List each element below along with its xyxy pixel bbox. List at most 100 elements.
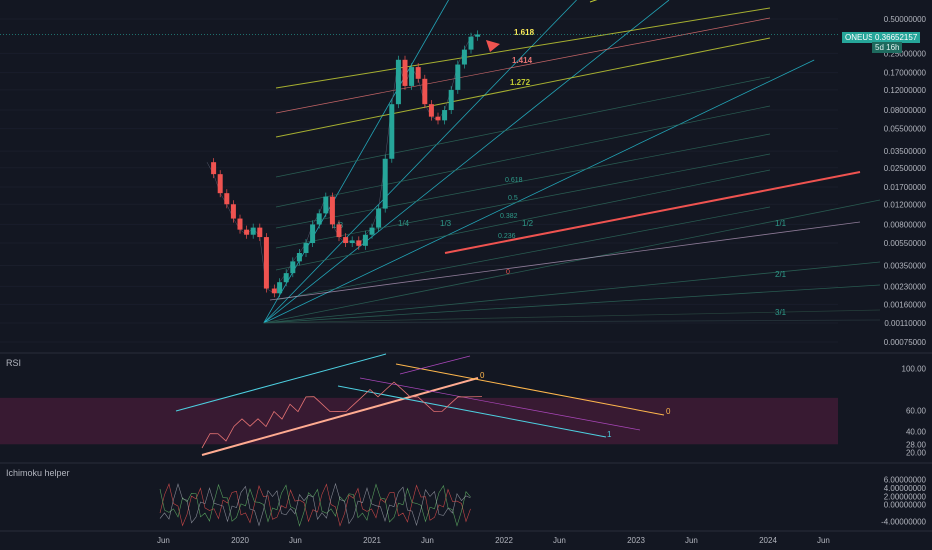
- rsi-band: [0, 397, 838, 445]
- fib-extension-label: 1.272: [510, 78, 531, 87]
- y-tick-label: 0.00550000: [884, 239, 927, 248]
- rsi-trendline: [359, 377, 641, 431]
- y-tick-label: 0.02500000: [884, 164, 927, 173]
- x-tick-label: 2020: [231, 536, 249, 545]
- candle-body: [343, 237, 349, 244]
- candle-body: [349, 240, 355, 244]
- gann-fan-line: [263, 0, 449, 324]
- ichimoku-tick-label: -4.00000000: [881, 518, 926, 527]
- ichimoku-tick-label: 4.00000000: [884, 484, 927, 493]
- x-tick-label: 2024: [759, 536, 777, 545]
- channel-line: [275, 7, 771, 89]
- channel-line: [275, 153, 771, 249]
- y-tick-label: 0.05500000: [884, 125, 927, 134]
- y-tick-label: 0.01200000: [884, 200, 927, 209]
- gann-fan-label: 3/1: [775, 308, 787, 317]
- rsi-tick-label: 28.00: [906, 440, 927, 449]
- y-tick-label: 0.00110000: [884, 319, 926, 328]
- y-tick-label: 0.25000000: [884, 49, 927, 58]
- y-tick-label: 0.03500000: [884, 147, 927, 156]
- candle-body: [336, 224, 342, 238]
- gann-fan-line: [263, 199, 881, 324]
- fib-retracement-label: 0.618: [505, 177, 523, 184]
- candle-body: [475, 34, 481, 37]
- symbol-badge: ONEUSD: [842, 32, 883, 43]
- x-tick-label: 2021: [363, 536, 381, 545]
- candle-body: [455, 64, 461, 90]
- candle-body: [409, 67, 415, 86]
- candle-body: [230, 204, 236, 219]
- candle-body: [422, 78, 428, 105]
- gann-fan-label: 1/1: [775, 219, 787, 228]
- candle-body: [376, 208, 382, 228]
- candle-body: [277, 282, 283, 294]
- y-tick-label: 0.00075000: [884, 338, 927, 347]
- candle-body: [362, 234, 368, 246]
- x-tick-label: Jun: [289, 536, 302, 545]
- candle-body: [283, 273, 289, 283]
- candle-body: [468, 36, 474, 50]
- ichimoku-tick-label: 0.00000000: [884, 501, 927, 510]
- y-tick-label: 0.00230000: [884, 282, 927, 291]
- rsi-trendline-label: 0: [480, 371, 485, 380]
- rsi-trendline-label: 0: [666, 407, 671, 416]
- rocket-marker: [486, 40, 500, 52]
- x-tick-label: 2022: [495, 536, 513, 545]
- candle-body: [461, 49, 467, 65]
- candle-body: [402, 59, 408, 86]
- gann-fan-label: 1/3: [440, 219, 452, 228]
- rsi-tick-label: 20.00: [906, 449, 927, 458]
- rsi-trendline: [399, 355, 471, 375]
- fib-retracement-label: 0.5: [508, 195, 518, 202]
- candle-body: [250, 227, 256, 235]
- x-tick-label: 2023: [627, 536, 645, 545]
- channel-line: [589, 0, 598, 3]
- gann-fan-line: [263, 284, 881, 324]
- x-tick-label: Jun: [553, 536, 566, 545]
- gann-fan-line: [263, 261, 881, 324]
- y-tick-label: 0.00800000: [884, 220, 927, 229]
- trend-line: [444, 171, 861, 254]
- rsi-pane-label: RSI: [6, 358, 22, 368]
- candle-body: [356, 240, 362, 246]
- candle-body: [257, 227, 263, 238]
- candle-body: [217, 174, 223, 194]
- ichimoku-tick-label: 2.00000000: [884, 492, 927, 501]
- rsi-tick-label: 60.00: [906, 407, 927, 416]
- x-tick-label: Jun: [685, 536, 698, 545]
- candle-body: [415, 67, 421, 79]
- rsi-trendline: [201, 377, 479, 456]
- rsi-trendline: [175, 353, 387, 412]
- current-price-badge: 0.36652157: [872, 32, 921, 43]
- channel-line: [275, 105, 771, 208]
- x-tick-label: Jun: [817, 536, 830, 545]
- rsi-tick-label: 100.00: [902, 364, 927, 373]
- candle-body: [290, 261, 296, 274]
- rsi-trendline: [395, 363, 665, 416]
- candle-body: [316, 213, 322, 225]
- y-tick-label: 0.00350000: [884, 261, 927, 270]
- x-tick-label: Jun: [157, 536, 170, 545]
- y-tick-label: 0.08000000: [884, 106, 927, 115]
- rsi-trendline-label: 1: [607, 430, 612, 439]
- fib-retracement-label: 0.382: [500, 213, 518, 220]
- candle-body: [389, 104, 395, 159]
- y-tick-label: 0.17000000: [884, 69, 927, 78]
- fib-retracement-label: 0: [506, 269, 510, 276]
- candle-body: [303, 243, 309, 253]
- candle-body: [329, 196, 335, 225]
- candle-body: [435, 116, 441, 121]
- candle-body: [271, 288, 277, 294]
- gann-fan-line: [263, 319, 881, 324]
- candle-body: [310, 224, 316, 244]
- gann-fan-line: [263, 0, 670, 324]
- fib-retracement-label: 0.236: [498, 233, 516, 240]
- ichimoku-line: [159, 483, 471, 527]
- channel-line: [275, 133, 771, 229]
- channel-line: [275, 17, 771, 114]
- channel-line: [275, 37, 771, 138]
- gann-fan-label: 2/1: [775, 270, 787, 279]
- ichimoku-line: [159, 482, 471, 527]
- gann-fan-line: [263, 309, 881, 324]
